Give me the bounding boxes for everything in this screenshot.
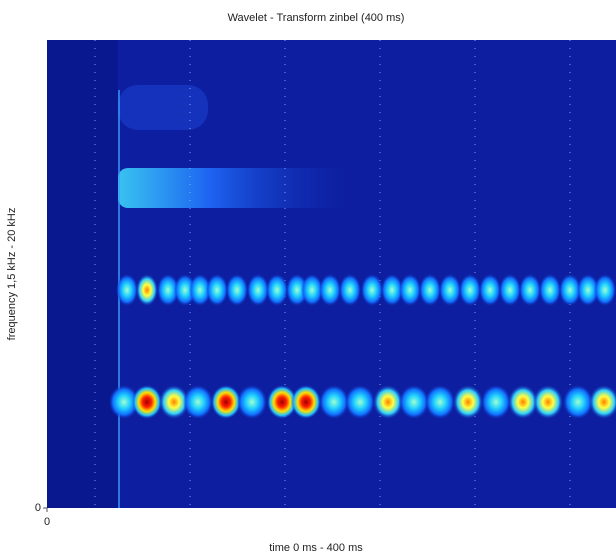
band-blob [345,385,375,419]
band-blob [425,385,455,419]
pre-onset [47,40,118,508]
band-blob [594,274,616,306]
band-blob [479,274,501,306]
band-blob [266,274,288,306]
band-blob [361,274,383,306]
band-blob [132,385,162,419]
band-blob [499,274,521,306]
band-blob [206,274,228,306]
onset-streak [118,168,348,208]
band-blob [226,274,248,306]
band-blob [399,274,421,306]
band-blob [211,385,241,419]
x-axis-label: time 0 ms - 400 ms [269,542,363,554]
band-blob [319,385,349,419]
band-blob [237,385,267,419]
band-blob [533,385,563,419]
band-blob [339,274,361,306]
band-blob [539,274,561,306]
band-blob [481,385,511,419]
band-blob [439,274,461,306]
band-blob [247,274,269,306]
band-blob [291,385,321,419]
band-blob [419,274,441,306]
band-blob [116,274,138,306]
chart-title: Wavelet - Transform zinbel (400 ms) [228,12,405,24]
band-blob [399,385,429,419]
band-blob [453,385,483,419]
upper-haze [118,85,208,130]
band-blob [459,274,481,306]
y-tick-label: 0 [35,502,41,514]
band-blob [183,385,213,419]
band-blob [319,274,341,306]
band-blob [563,385,593,419]
band-blob [373,385,403,419]
y-axis-label: frequency 1,5 kHz - 20 kHz [6,208,18,341]
chart: Wavelet - Transform zinbel (400 ms) freq… [0,0,616,556]
band-blob [136,274,158,306]
x-tick-label: 0 [44,516,50,528]
band-blob [519,274,541,306]
